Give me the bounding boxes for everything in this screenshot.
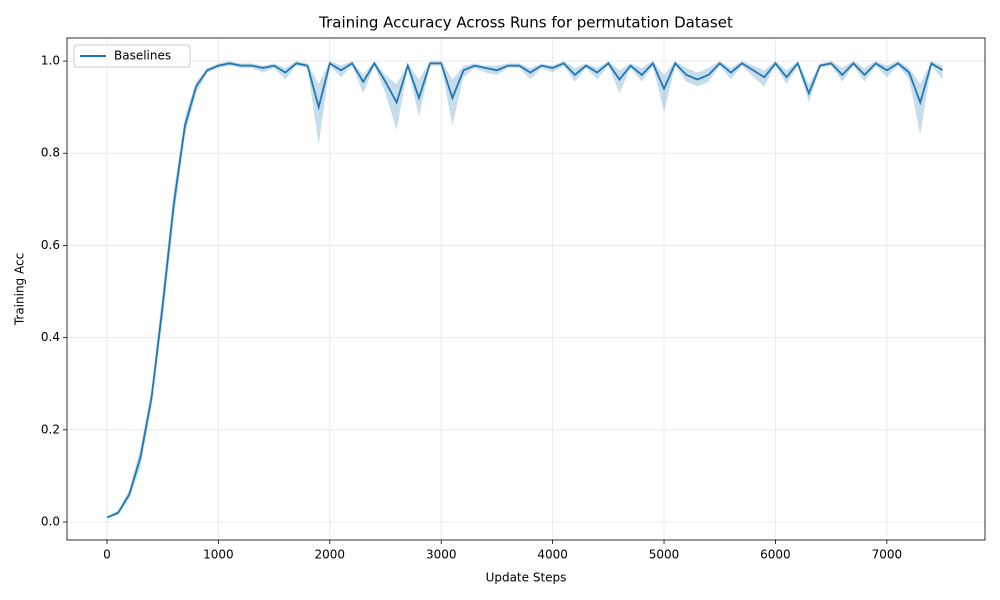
- legend-label: Baselines: [114, 49, 171, 63]
- y-tick-label: 0.2: [41, 422, 60, 436]
- y-tick-label: 0.6: [41, 238, 60, 252]
- legend: Baselines: [73, 44, 191, 68]
- x-tick-label: 3000: [426, 548, 457, 562]
- x-tick-label: 4000: [537, 548, 568, 562]
- legend-box: [73, 44, 191, 68]
- y-axis-label: Training Acc: [13, 253, 27, 326]
- plot-frame: [66, 37, 986, 541]
- x-tick-label: 5000: [649, 548, 680, 562]
- y-tick-label: 1.0: [41, 54, 60, 68]
- x-tick-label: 6000: [760, 548, 791, 562]
- x-tick-label: 2000: [315, 548, 346, 562]
- x-tick-label: 7000: [872, 548, 903, 562]
- y-tick-label: 0.0: [41, 515, 60, 529]
- x-tick-label: 0: [103, 548, 111, 562]
- x-axis-label: Update Steps: [486, 571, 567, 585]
- chart-title: Training Accuracy Across Runs for permut…: [318, 14, 733, 32]
- line: [106, 61, 944, 519]
- y-tick-label: 0.4: [41, 330, 60, 344]
- band: [106, 61, 943, 519]
- y-tick-label: 0.8: [41, 146, 60, 160]
- x-tick-label: 1000: [203, 548, 234, 562]
